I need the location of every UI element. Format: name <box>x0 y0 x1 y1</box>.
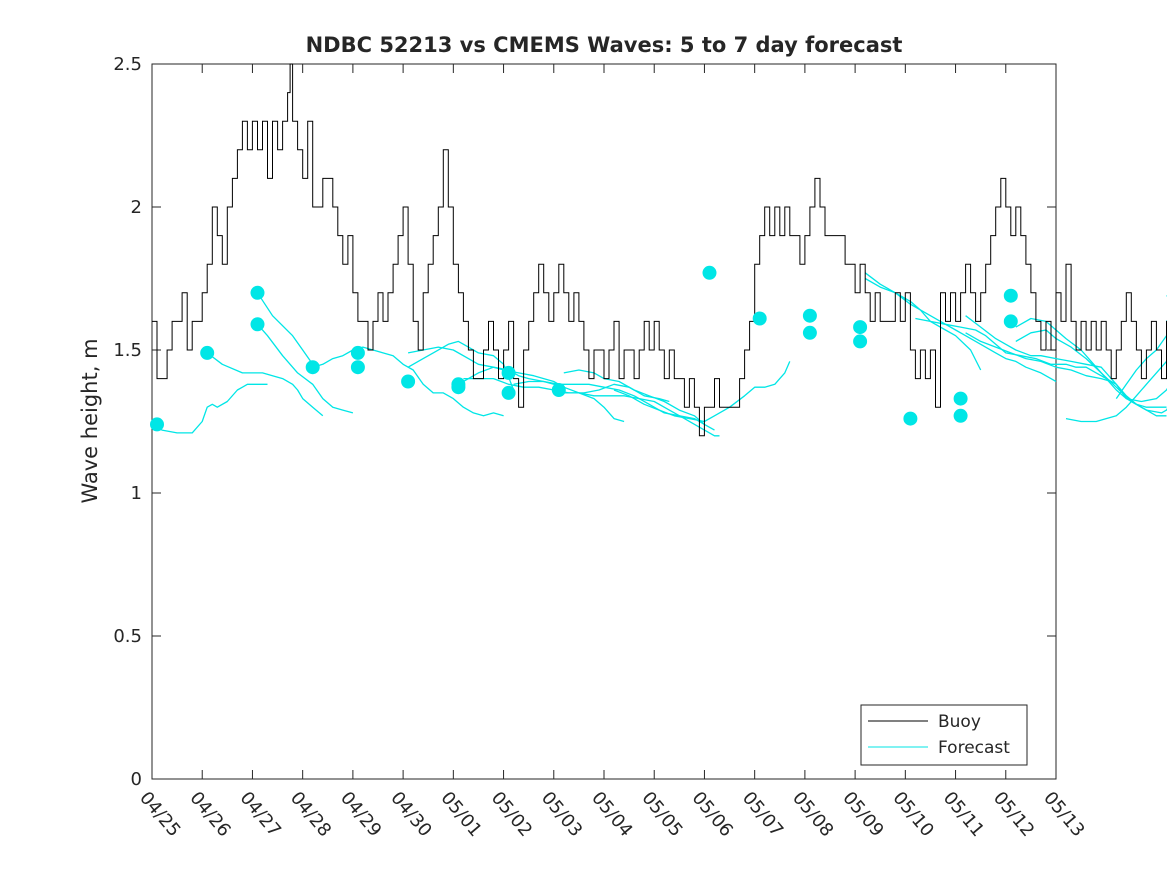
forecast-marker <box>802 308 817 323</box>
y-tick-label: 0 <box>131 769 142 790</box>
y-tick-label: 1 <box>131 483 142 504</box>
forecast-line <box>513 380 705 425</box>
forecast-marker <box>451 380 466 395</box>
forecast-marker <box>350 345 365 360</box>
buoy-line <box>152 63 1167 437</box>
forecast-line <box>864 277 982 371</box>
forecast-line <box>613 361 791 423</box>
forecast-marker <box>853 320 868 335</box>
y-tick-label: 2 <box>131 197 142 218</box>
forecast-marker <box>802 325 817 340</box>
forecast-marker <box>752 311 767 326</box>
forecast-marker <box>953 408 968 423</box>
forecast-marker <box>305 360 320 375</box>
forecast-marker <box>1003 288 1018 303</box>
forecast-line <box>1115 333 1167 399</box>
forecast-marker <box>551 383 566 397</box>
forecast-line <box>1015 317 1167 403</box>
forecast-line <box>463 366 625 423</box>
forecast-line <box>257 323 354 414</box>
forecast-marker <box>401 374 416 389</box>
y-tick-label: 2.5 <box>113 54 142 75</box>
chart-title: NDBC 52213 vs CMEMS Waves: 5 to 7 day fo… <box>306 33 903 57</box>
y-tick-label: 1.5 <box>113 340 142 361</box>
forecast-marker <box>250 317 265 332</box>
forecast-marker <box>501 365 516 380</box>
forecast-line <box>256 292 314 365</box>
forecast-line <box>965 332 1112 383</box>
y-axis-label: Wave height, m <box>78 338 102 503</box>
forecast-marker <box>953 391 968 406</box>
legend-label-buoy: Buoy <box>938 712 981 732</box>
legend-box <box>860 704 1028 766</box>
forecast-marker <box>350 360 365 375</box>
forecast-marker <box>1003 314 1018 329</box>
y-tick-label: 0.5 <box>113 626 142 647</box>
forecast-marker <box>853 334 868 349</box>
forecast-marker <box>903 411 918 426</box>
legend: Buoy Forecast <box>860 704 1028 766</box>
forecast-line <box>563 392 720 437</box>
legend-label-forecast: Forecast <box>938 738 1010 758</box>
forecast-marker <box>702 265 717 280</box>
forecast-line <box>965 315 1167 408</box>
forecast-marker <box>150 417 164 432</box>
forecast-line <box>206 352 324 417</box>
forecast-marker <box>501 385 516 400</box>
forecast-line <box>151 383 268 434</box>
forecast-marker <box>250 285 265 300</box>
forecast-marker <box>200 345 215 360</box>
forecast-line <box>563 369 715 431</box>
forecast-line <box>1015 329 1167 414</box>
